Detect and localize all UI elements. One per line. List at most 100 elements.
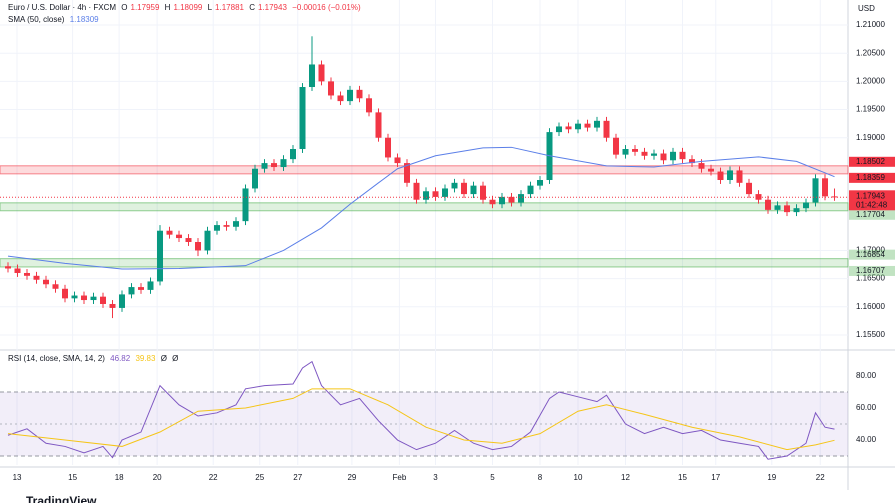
candle-body [470,185,477,195]
candle-body [613,137,620,155]
candle-body [356,89,363,99]
candle-body [413,182,420,200]
ohlc-key: L [207,3,213,12]
candle-body [518,194,525,203]
candle-body [204,230,211,251]
x-tick-label: 18 [115,473,124,482]
candle-body [670,151,677,161]
candle-body [366,98,373,113]
candle-body [527,185,534,195]
last-price-tag [849,190,895,211]
ohlc-key: C [249,3,255,12]
last-price-label: 1.17943 [856,191,885,200]
price-tag-label: 1.18502 [856,157,885,166]
candle-body [451,182,458,189]
ohlc-key: O [121,3,128,12]
candle-body [271,163,278,168]
candle-body [423,191,430,200]
candle-body [166,230,173,235]
candle-body [119,294,126,308]
symbol-title: Euro / U.S. Dollar · 4h · FXCM [8,3,117,12]
candle-body [784,205,791,213]
candle-body [746,182,753,195]
candle-body [394,157,401,164]
x-tick-label: 27 [293,473,302,482]
candle-body [223,225,230,227]
candle-body [71,295,78,299]
candle-body [280,159,287,168]
x-tick-label: 22 [816,473,825,482]
x-tick-label: 10 [574,473,583,482]
candle-body [812,178,819,203]
price-tag [849,172,895,183]
y-tick-label: 60.00 [856,403,877,412]
x-tick-label: 13 [13,473,22,482]
ohlc-value: 1.17959 [130,3,160,12]
y-tick-label: 40.00 [856,435,877,444]
rsi-ma-value: 39.83 [135,354,156,363]
candle-body [537,180,544,186]
rsi-header: RSI (14, close, SMA, 14, 2) 46.82 39.83 … [8,354,181,363]
sma-header: SMA (50, close) 1.18309 [8,15,102,24]
candle-body [765,199,772,210]
candle-body [708,168,715,172]
rsi-value: 46.82 [110,354,131,363]
candle-body [100,296,107,304]
candle-body [176,234,183,239]
candle-body [61,288,68,299]
candle-body [727,170,734,181]
candle-body [508,196,515,203]
x-tick-label: Feb [393,473,407,482]
na-value: Ø [160,354,167,363]
candle-body [185,238,192,242]
price-zone [0,258,849,268]
candle-body [109,303,116,308]
x-tick-label: 25 [255,473,264,482]
logo: TradingView [26,494,97,503]
candle-body [290,149,297,160]
sma-title: SMA (50, close) [8,15,65,24]
candle-body [23,272,30,276]
price-zone [0,165,849,175]
candle-body [641,151,648,156]
candle-body [252,168,259,189]
price-tag [849,265,895,276]
x-tick-label: 29 [347,473,356,482]
candle-body [242,188,249,222]
y-tick-label: 1.20500 [856,48,885,57]
x-tick-label: 19 [767,473,776,482]
ohlc-key: H [164,3,171,12]
candle-body [52,284,59,289]
candle-body [803,202,810,209]
axis-panel [848,0,895,503]
candle-body [90,296,97,301]
candle-body [347,89,354,102]
candle-body [717,171,724,181]
x-tick-label: 5 [490,473,495,482]
candle-body [14,268,21,273]
price-tag-label: 1.16707 [856,266,885,275]
candle-body [375,112,382,138]
candle-body [755,194,762,200]
candle-body [603,120,610,138]
candle-body [461,182,468,195]
candle-body [584,123,591,128]
x-tick-label: 3 [433,473,438,482]
candle-body [679,151,686,160]
candle-body [318,64,325,82]
candle-body [385,137,392,158]
symbol-header: Euro / U.S. Dollar · 4h · FXCM O 1.17959 … [8,3,364,12]
candle-body [147,281,154,290]
x-tick-label: 8 [538,473,543,482]
candle-body [337,95,344,102]
candle-body [261,163,268,169]
candle-body [128,287,135,295]
candle-body [489,199,496,205]
price-tag-label: 1.16854 [856,250,885,259]
y-tick-label: 80.00 [856,371,877,380]
candle-body [660,153,667,161]
candle-body [33,275,40,280]
candle-body [774,205,781,210]
